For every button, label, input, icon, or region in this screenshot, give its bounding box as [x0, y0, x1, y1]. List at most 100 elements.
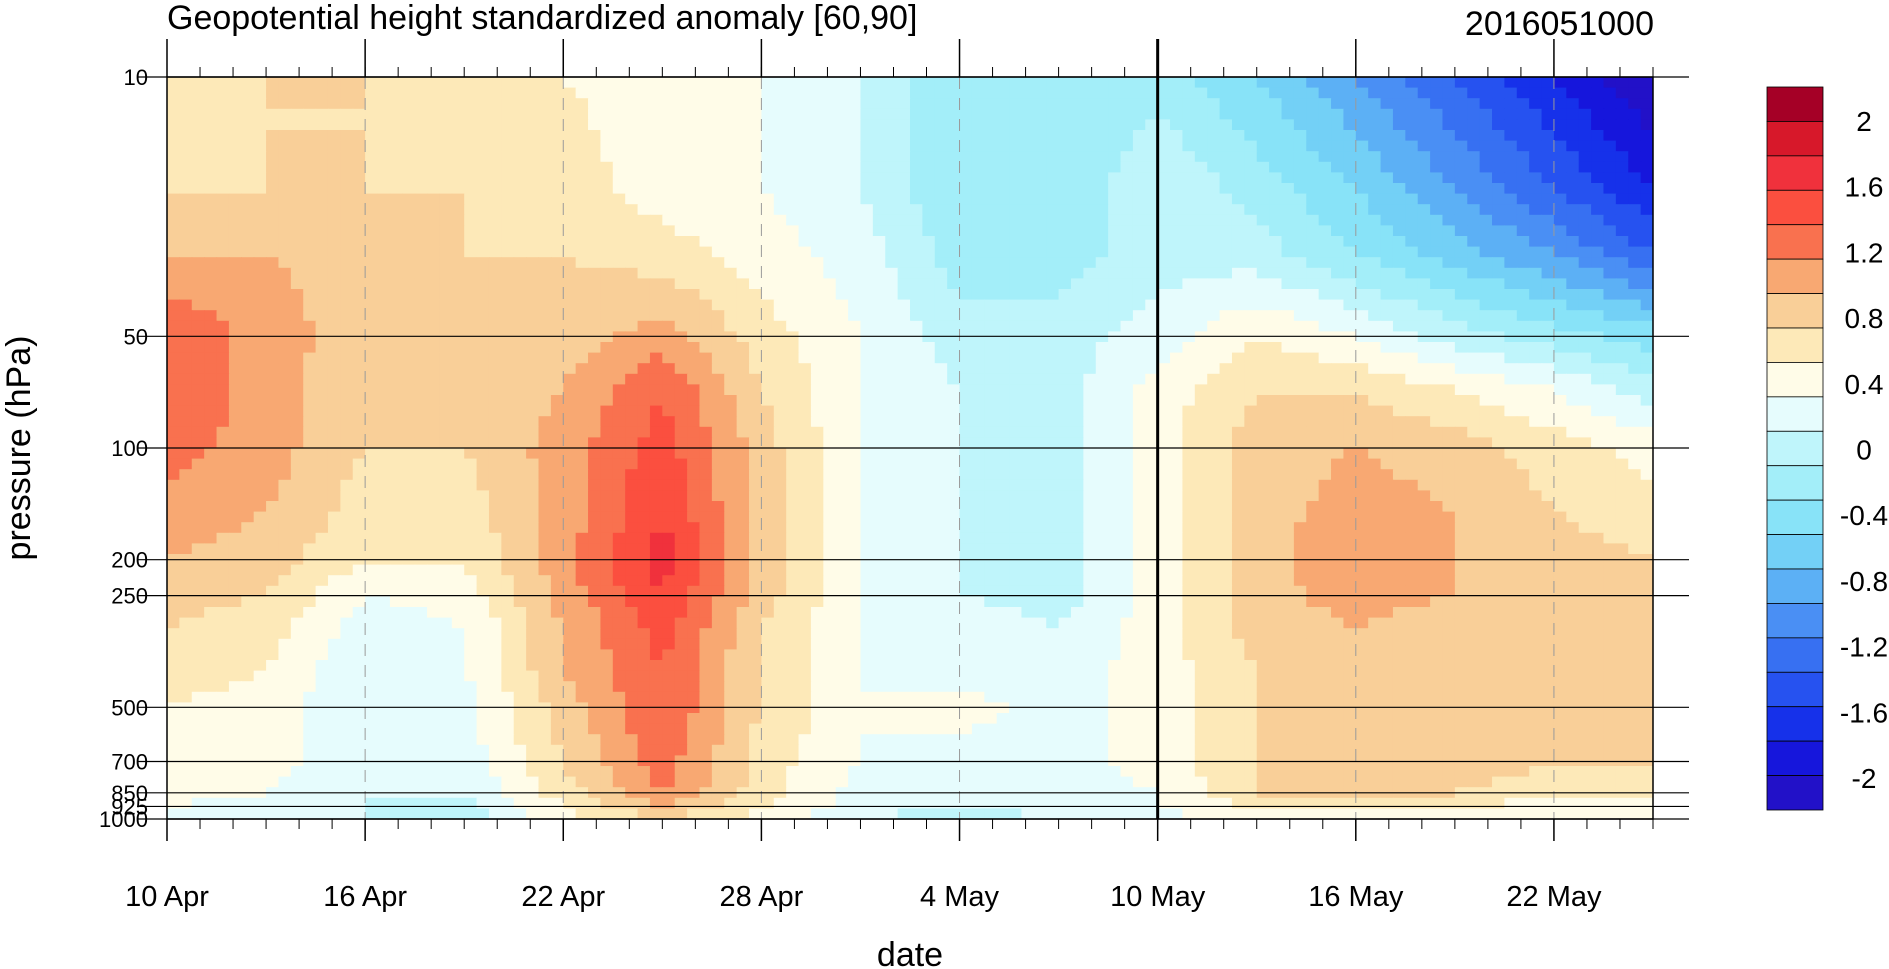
contour-cell — [1219, 108, 1233, 120]
contour-cell — [1343, 395, 1357, 407]
contour-cell — [1170, 130, 1184, 142]
contour-cell — [1578, 98, 1592, 110]
contour-cell — [1355, 204, 1369, 216]
contour-cell — [278, 469, 292, 481]
contour-cell — [1269, 151, 1283, 163]
contour-cell — [786, 479, 800, 491]
contour-cell — [1120, 246, 1134, 258]
contour-cell — [476, 108, 490, 120]
contour-cell — [984, 352, 998, 364]
contour-cell — [340, 469, 354, 481]
contour-cell — [736, 320, 750, 332]
contour-cell — [352, 246, 366, 258]
contour-cell — [1021, 458, 1035, 470]
contour-cell — [637, 267, 651, 279]
contour-cell — [1046, 458, 1060, 470]
contour-cell — [835, 458, 849, 470]
contour-cell — [1640, 310, 1653, 322]
contour-cell — [563, 384, 577, 396]
contour-cell — [204, 331, 218, 343]
contour-cell — [736, 342, 750, 354]
contour-cell — [1306, 236, 1320, 248]
contour-cell — [253, 501, 267, 513]
contour-cell — [1591, 289, 1605, 301]
contour-cell — [501, 405, 515, 417]
contour-cell — [835, 172, 849, 184]
contour-cell — [476, 479, 490, 491]
contour-cell — [1591, 87, 1605, 99]
contour-cell — [253, 140, 267, 152]
contour-cell — [1442, 448, 1456, 460]
contour-cell — [662, 257, 676, 269]
contour-cell — [711, 77, 725, 89]
contour-cell — [724, 172, 738, 184]
contour-cell — [1343, 373, 1357, 385]
contour-cell — [451, 183, 465, 195]
contour-cell — [1591, 458, 1605, 470]
contour-cell — [228, 479, 242, 491]
contour-cell — [365, 214, 379, 226]
contour-cell — [588, 278, 602, 290]
contour-cell — [1231, 405, 1245, 417]
contour-cell — [303, 395, 317, 407]
contour-cell — [1231, 479, 1245, 491]
contour-cell — [1182, 352, 1196, 364]
contour-cell — [1244, 130, 1258, 142]
contour-cell — [786, 289, 800, 301]
contour-cell — [1504, 479, 1518, 491]
contour-cell — [1083, 236, 1097, 248]
contour-cell — [216, 469, 230, 481]
contour-cell — [352, 267, 366, 279]
contour-cell — [427, 479, 441, 491]
contour-cell — [1120, 320, 1134, 332]
contour-cell — [1331, 151, 1345, 163]
contour-cell — [1281, 246, 1295, 258]
contour-cell — [179, 352, 193, 364]
contour-cell — [1219, 130, 1233, 142]
contour-cell — [1083, 448, 1097, 460]
contour-cell — [488, 87, 502, 99]
contour-cell — [315, 172, 329, 184]
contour-cell — [1467, 479, 1481, 491]
contour-cell — [513, 204, 527, 216]
contour-cell — [1157, 193, 1171, 205]
contour-cell — [389, 267, 403, 279]
contour-cell — [934, 161, 948, 173]
contour-cell — [1207, 352, 1221, 364]
contour-cell — [823, 437, 837, 449]
contour-cell — [1256, 98, 1270, 110]
contour-cell — [1467, 140, 1481, 152]
contour-cell — [662, 151, 676, 163]
contour-cell — [749, 416, 762, 428]
contour-cell — [1095, 151, 1109, 163]
contour-cell — [476, 172, 490, 184]
contour-cell — [612, 225, 626, 237]
contour-cell — [1492, 267, 1505, 279]
contour-cell — [1615, 214, 1629, 226]
contour-cell — [303, 161, 317, 173]
contour-cell — [711, 98, 725, 110]
contour-cell — [1566, 490, 1580, 502]
contour-cell — [773, 352, 787, 364]
contour-cell — [662, 172, 676, 184]
contour-cell — [1516, 108, 1530, 120]
contour-cell — [1281, 342, 1295, 354]
contour-cell — [885, 130, 899, 142]
contour-cell — [1467, 225, 1481, 237]
contour-cell — [216, 77, 230, 89]
contour-cell — [315, 448, 329, 460]
contour-cell — [1380, 490, 1394, 502]
contour-cell — [625, 257, 639, 269]
contour-cell — [266, 172, 280, 184]
contour-cell — [1492, 331, 1505, 343]
contour-cell — [1269, 108, 1283, 120]
contour-cell — [1479, 384, 1493, 396]
contour-cell — [724, 267, 738, 279]
contour-cell — [315, 352, 329, 364]
contour-cell — [1430, 426, 1444, 438]
contour-cell — [179, 373, 193, 385]
contour-cell — [823, 395, 837, 407]
contour-cell — [1170, 373, 1184, 385]
contour-cell — [1157, 278, 1171, 290]
contour-cell — [687, 331, 701, 343]
